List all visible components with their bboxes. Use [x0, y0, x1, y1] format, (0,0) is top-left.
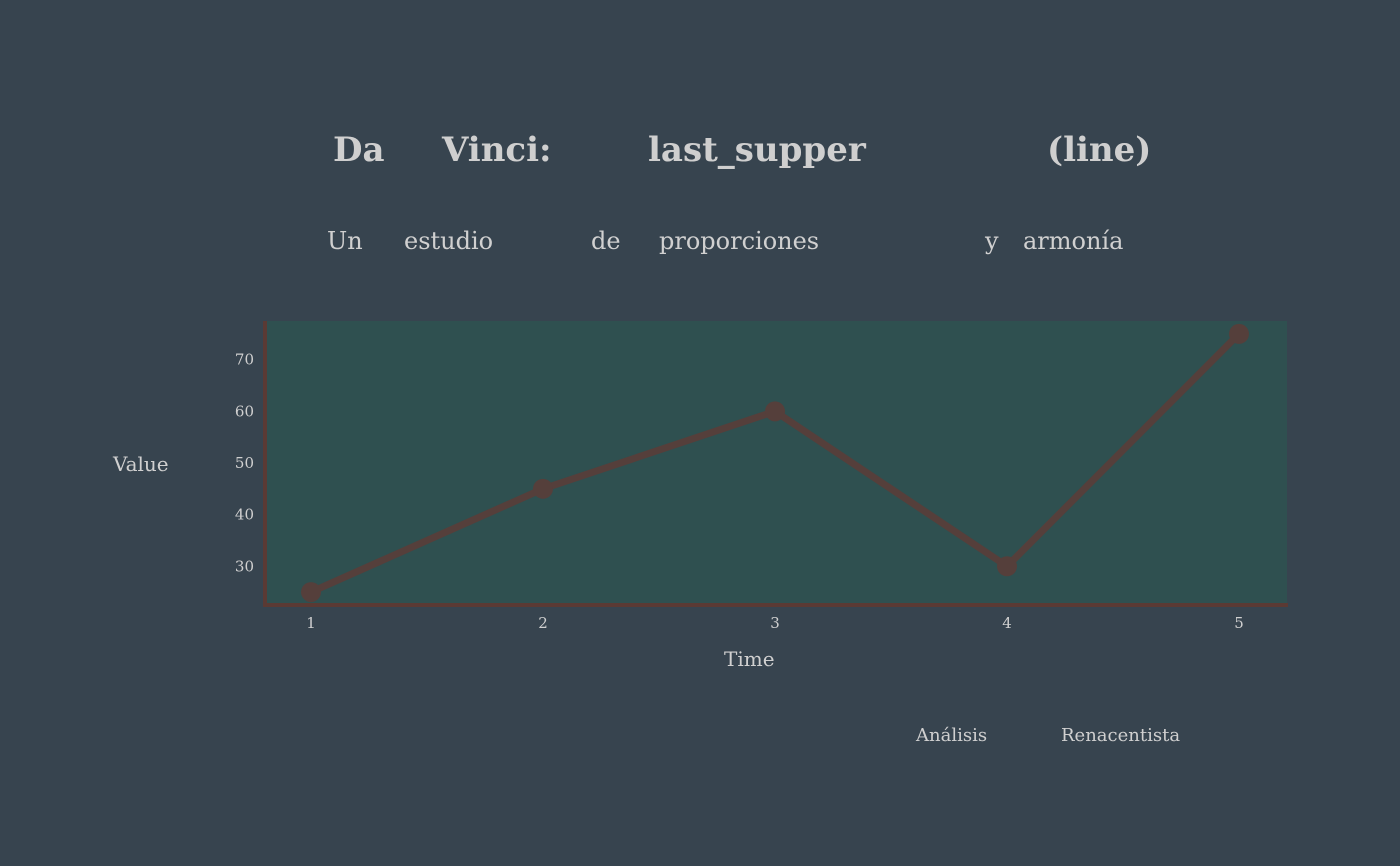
ticks: 1 2 3 4 5 30 40 50 60 70	[235, 351, 1244, 632]
chart-title-word: last_supper	[648, 130, 866, 170]
x-tick-label: 1	[306, 614, 316, 632]
series-group	[301, 323, 1249, 603]
y-tick-label: 70	[235, 351, 254, 369]
data-point	[997, 556, 1017, 577]
x-tick-label: 3	[770, 614, 780, 632]
x-tick-label: 5	[1234, 614, 1244, 632]
y-tick-label: 40	[235, 506, 254, 524]
axes	[263, 321, 1288, 607]
data-point	[1229, 323, 1249, 344]
x-tick-label: 2	[538, 614, 548, 632]
chart-subtitle-word: armonía	[1023, 227, 1124, 255]
y-tick-label: 60	[235, 402, 254, 420]
chart-title-word: Da	[333, 130, 385, 170]
chart-subtitle-word: Un	[327, 227, 363, 255]
x-axis-title: Time	[724, 647, 775, 671]
chart-subtitle-word: y	[985, 227, 999, 255]
data-point	[301, 582, 321, 603]
y-tick-label: 30	[235, 557, 254, 575]
chart-subtitle-word: estudio	[404, 227, 494, 255]
chart-subtitle-word: proporciones	[659, 227, 820, 255]
chart-title-word: Vinci:	[442, 130, 552, 170]
data-point	[765, 401, 785, 422]
y-axis-title: Value	[113, 452, 169, 476]
footer-word: Análisis	[916, 725, 988, 746]
chart-subtitle-word: de	[591, 227, 621, 255]
y-tick-label: 50	[235, 454, 254, 472]
x-tick-label: 4	[1002, 614, 1012, 632]
plot-area	[265, 321, 1287, 605]
chart-title-word: (line)	[1047, 130, 1152, 170]
data-point	[533, 478, 553, 499]
footer-word: Renacentista	[1061, 725, 1181, 746]
